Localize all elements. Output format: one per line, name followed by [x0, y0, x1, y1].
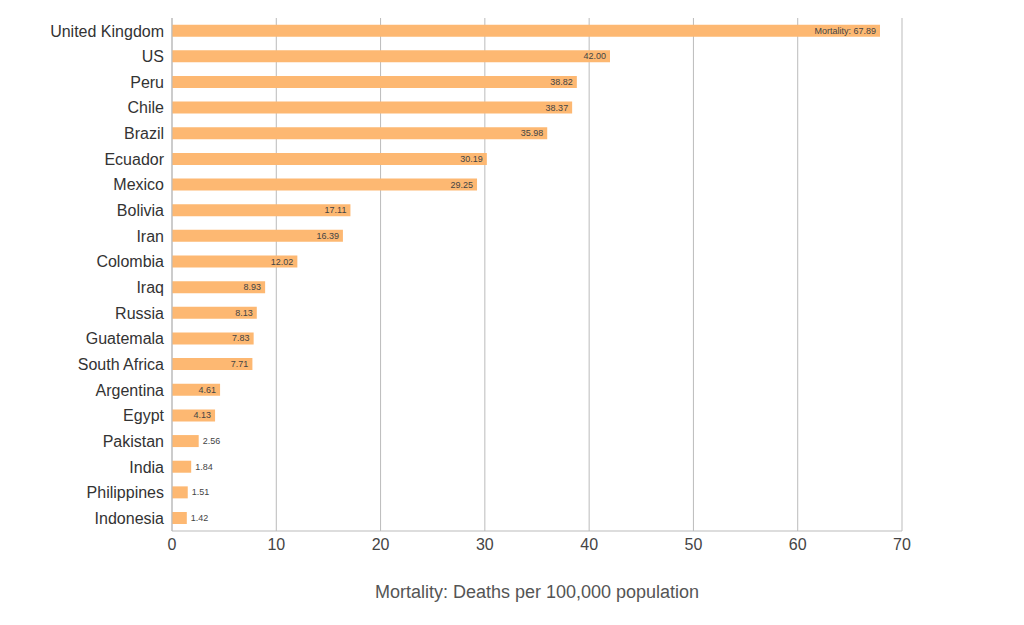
svg-text:1.42: 1.42: [191, 513, 209, 523]
svg-text:30.19: 30.19: [460, 154, 483, 164]
svg-text:29.25: 29.25: [451, 180, 474, 190]
svg-text:Peru: Peru: [130, 74, 164, 91]
svg-text:Mexico: Mexico: [113, 176, 164, 193]
svg-text:Egypt: Egypt: [123, 407, 164, 424]
svg-text:70: 70: [893, 536, 911, 553]
svg-text:Indonesia: Indonesia: [95, 510, 164, 527]
svg-text:38.82: 38.82: [550, 77, 573, 87]
svg-text:Mortality: 67.89: Mortality: 67.89: [814, 26, 876, 36]
svg-text:Argentina: Argentina: [96, 382, 165, 399]
svg-text:8.13: 8.13: [235, 308, 253, 318]
svg-text:Mortality: Deaths per 100,000: Mortality: Deaths per 100,000 population: [375, 582, 699, 602]
svg-text:Guatemala: Guatemala: [86, 330, 164, 347]
svg-text:Brazil: Brazil: [124, 125, 164, 142]
svg-text:South Africa: South Africa: [78, 356, 164, 373]
svg-text:50: 50: [685, 536, 703, 553]
svg-text:Iraq: Iraq: [136, 279, 164, 296]
svg-text:17.11: 17.11: [325, 205, 347, 215]
svg-text:4.13: 4.13: [194, 410, 212, 420]
svg-text:40: 40: [580, 536, 598, 553]
svg-text:30: 30: [476, 536, 494, 553]
svg-text:Russia: Russia: [115, 305, 164, 322]
svg-text:Philippines: Philippines: [87, 484, 164, 501]
svg-text:India: India: [129, 459, 164, 476]
svg-text:7.71: 7.71: [231, 359, 249, 369]
svg-text:Iran: Iran: [136, 228, 164, 245]
svg-text:0: 0: [168, 536, 177, 553]
svg-text:35.98: 35.98: [521, 128, 544, 138]
svg-text:Pakistan: Pakistan: [103, 433, 164, 450]
svg-text:42.00: 42.00: [583, 51, 606, 61]
svg-text:1.84: 1.84: [195, 462, 213, 472]
svg-text:4.61: 4.61: [199, 385, 217, 395]
svg-text:Colombia: Colombia: [96, 253, 164, 270]
svg-text:12.02: 12.02: [271, 257, 294, 267]
svg-text:US: US: [142, 48, 164, 65]
svg-text:38.37: 38.37: [546, 103, 569, 113]
svg-text:Bolivia: Bolivia: [117, 202, 164, 219]
svg-text:Chile: Chile: [128, 99, 165, 116]
svg-text:16.39: 16.39: [316, 231, 339, 241]
svg-text:60: 60: [789, 536, 807, 553]
svg-text:2.56: 2.56: [203, 436, 221, 446]
svg-text:United Kingdom: United Kingdom: [50, 23, 164, 40]
svg-text:8.93: 8.93: [244, 282, 262, 292]
svg-text:20: 20: [372, 536, 390, 553]
svg-text:Ecuador: Ecuador: [104, 151, 164, 168]
svg-text:1.51: 1.51: [192, 487, 210, 497]
svg-text:7.83: 7.83: [232, 333, 250, 343]
svg-text:10: 10: [267, 536, 285, 553]
